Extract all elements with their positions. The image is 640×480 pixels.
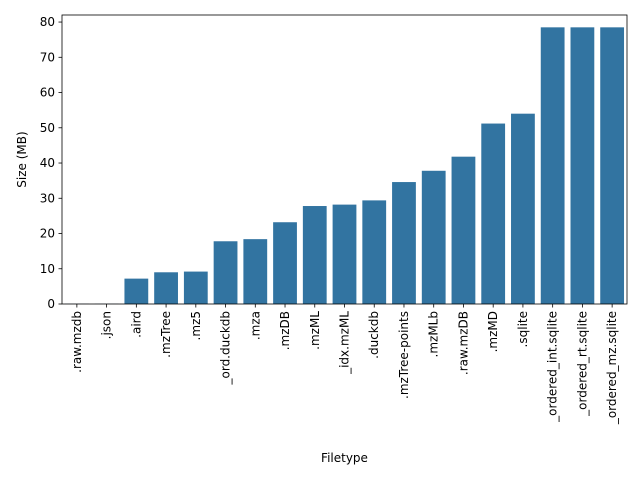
x-tick-label: _ordered_int.sqlite — [546, 311, 560, 423]
bars-group — [64, 27, 625, 305]
x-tick-label: .raw.mzDB — [456, 311, 470, 375]
bar — [332, 204, 357, 304]
bar — [600, 27, 625, 305]
bar — [540, 27, 565, 305]
x-tick-label: .duckdb — [367, 311, 381, 359]
bar — [451, 156, 476, 304]
y-tick-label: 50 — [40, 121, 55, 135]
x-tick-label: _ordered_rt.sqlite — [575, 311, 589, 417]
x-tick-label: _ordered_mz.sqlite — [605, 311, 619, 425]
y-tick-label: 80 — [40, 15, 55, 29]
x-tick-label: .mzMD — [486, 311, 500, 352]
x-tick-label: .raw.mzdb — [70, 311, 84, 373]
x-tick-label: .mzTree — [159, 311, 173, 358]
x-tick-label: _ord.duckdb — [219, 311, 233, 386]
y-axis: 0 10 20 30 40 50 60 70 80 — [40, 15, 62, 311]
x-axis-label: Filetype — [321, 451, 368, 465]
bar — [570, 27, 595, 305]
x-tick-label: .mzMLb — [427, 311, 441, 357]
x-tick-label: .mza — [248, 311, 262, 340]
bar — [243, 239, 268, 304]
bar — [183, 271, 208, 304]
bar — [511, 113, 535, 305]
bar — [362, 200, 387, 304]
y-tick-label: 10 — [40, 262, 55, 276]
bar — [124, 278, 149, 304]
x-tick-label: .sqlite — [516, 311, 530, 347]
y-tick-label: 0 — [47, 297, 55, 311]
bar — [481, 123, 506, 305]
bar — [213, 241, 238, 304]
x-tick-label: .mzDB — [278, 311, 292, 350]
y-axis-label: Size (MB) — [15, 131, 29, 187]
x-axis: .raw.mzdb .json .aird .mzTree .mz5 _ord.duckd… — [70, 304, 619, 425]
bar — [154, 272, 178, 304]
y-tick-label: 40 — [40, 156, 55, 170]
x-tick-label: .mz5 — [189, 311, 203, 340]
y-tick-label: 30 — [40, 191, 55, 205]
x-tick-label: .mzTree-points — [397, 311, 411, 399]
plot-frame — [61, 14, 628, 305]
y-tick-label: 20 — [40, 227, 55, 241]
x-tick-label: .mzML — [308, 311, 322, 350]
bar — [302, 206, 327, 304]
x-tick-label: .aird — [129, 311, 143, 338]
x-tick-label: .json — [100, 311, 114, 339]
bar — [392, 182, 416, 304]
y-tick-label: 70 — [40, 50, 55, 64]
bar — [273, 222, 297, 304]
bar — [421, 170, 446, 304]
x-tick-label: _idx.mzML — [338, 311, 352, 375]
y-tick-label: 60 — [40, 86, 55, 100]
